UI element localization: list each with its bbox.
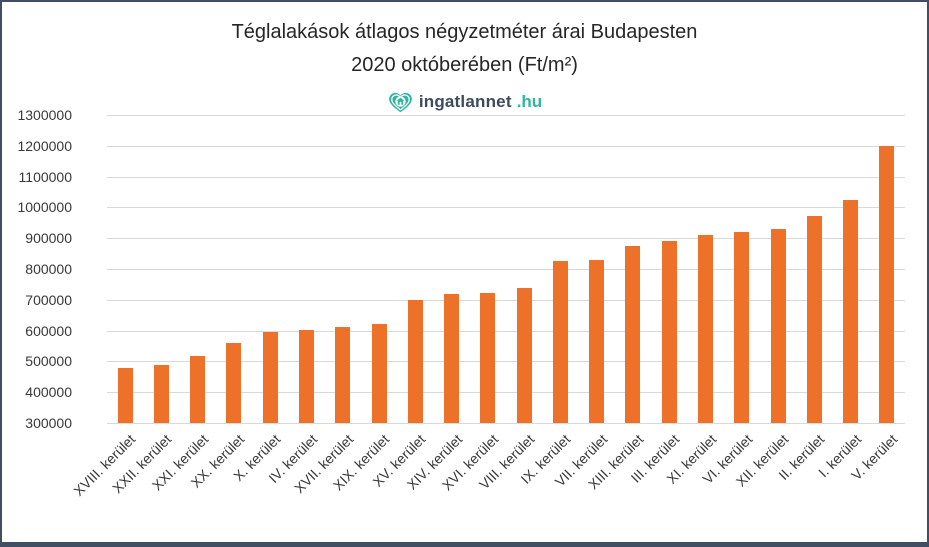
bar-xvii-kerület: [335, 327, 351, 423]
bar-xx-kerület: [226, 342, 242, 423]
ingatlannet-logo: ingatlannet .hu: [2, 88, 927, 115]
bar-viii-kerület: [516, 287, 532, 423]
x-axis-labels: XVIII. kerület XXII. kerület XXI. kerület X…: [70, 431, 905, 531]
bar-iii-kerület: [661, 241, 677, 423]
heart-home-icon: [388, 92, 412, 113]
y-tick-label: 1000000: [17, 199, 72, 216]
bar-v-kerület: [879, 145, 895, 423]
bar-xiii-kerület: [625, 245, 641, 423]
gridline: [107, 176, 905, 178]
y-tick-label: 600000: [25, 322, 72, 339]
bar-vii-kerület: [589, 259, 605, 423]
y-tick-label: 300000: [25, 415, 72, 431]
gridline: [107, 330, 905, 332]
chart-title: Téglalakások átlagos négyzetméter árai B…: [2, 16, 927, 82]
gridline: [107, 361, 905, 363]
gridline: [107, 145, 905, 147]
gridline: [107, 207, 905, 209]
bar-xii-kerület: [770, 229, 786, 423]
y-tick-label: 1100000: [18, 168, 72, 185]
bar-ix-kerület: [552, 260, 568, 423]
bar-xviii-kerület: [117, 367, 133, 423]
bar-xvi-kerület: [480, 292, 496, 423]
plot-area: 1300000 1200000 1100000 1000000 900000 800000…: [17, 107, 905, 431]
logo-tld: .hu: [516, 91, 543, 111]
y-tick-label: 500000: [25, 353, 72, 370]
y-tick-label: 1200000: [17, 137, 72, 154]
y-tick-label: 1300000: [17, 107, 72, 123]
y-tick-label: 700000: [25, 291, 72, 308]
bar-xiv-kerület: [444, 293, 460, 423]
gridline: [107, 115, 905, 116]
gridline: [107, 423, 905, 424]
bar-xv-kerület: [407, 299, 423, 423]
bar-vi-kerület: [734, 232, 750, 423]
chart-title-line1: Téglalakások átlagos négyzetméter árai B…: [231, 21, 698, 43]
y-tick-label: 800000: [25, 261, 72, 277]
bar-xxi-kerület: [190, 355, 206, 423]
y-tick-label: 900000: [25, 230, 72, 247]
bar-ii-kerület: [806, 216, 822, 423]
bar-xi-kerület: [698, 234, 713, 423]
bar-xix-kerület: [371, 324, 387, 423]
gridline: [107, 392, 905, 394]
bar-i-kerület: [843, 200, 859, 423]
bar-xxii-kerület: [153, 365, 169, 423]
chart-title-line2: 2020 októberében (Ft/m²): [351, 54, 578, 76]
bar-iv-kerület: [299, 330, 314, 423]
gridline: [107, 269, 905, 270]
bar-x-kerület: [262, 331, 278, 423]
y-tick-label: 400000: [25, 384, 72, 401]
gridline: [107, 299, 905, 301]
gridline: [107, 238, 905, 240]
logo-text: ingatlannet: [418, 91, 512, 111]
